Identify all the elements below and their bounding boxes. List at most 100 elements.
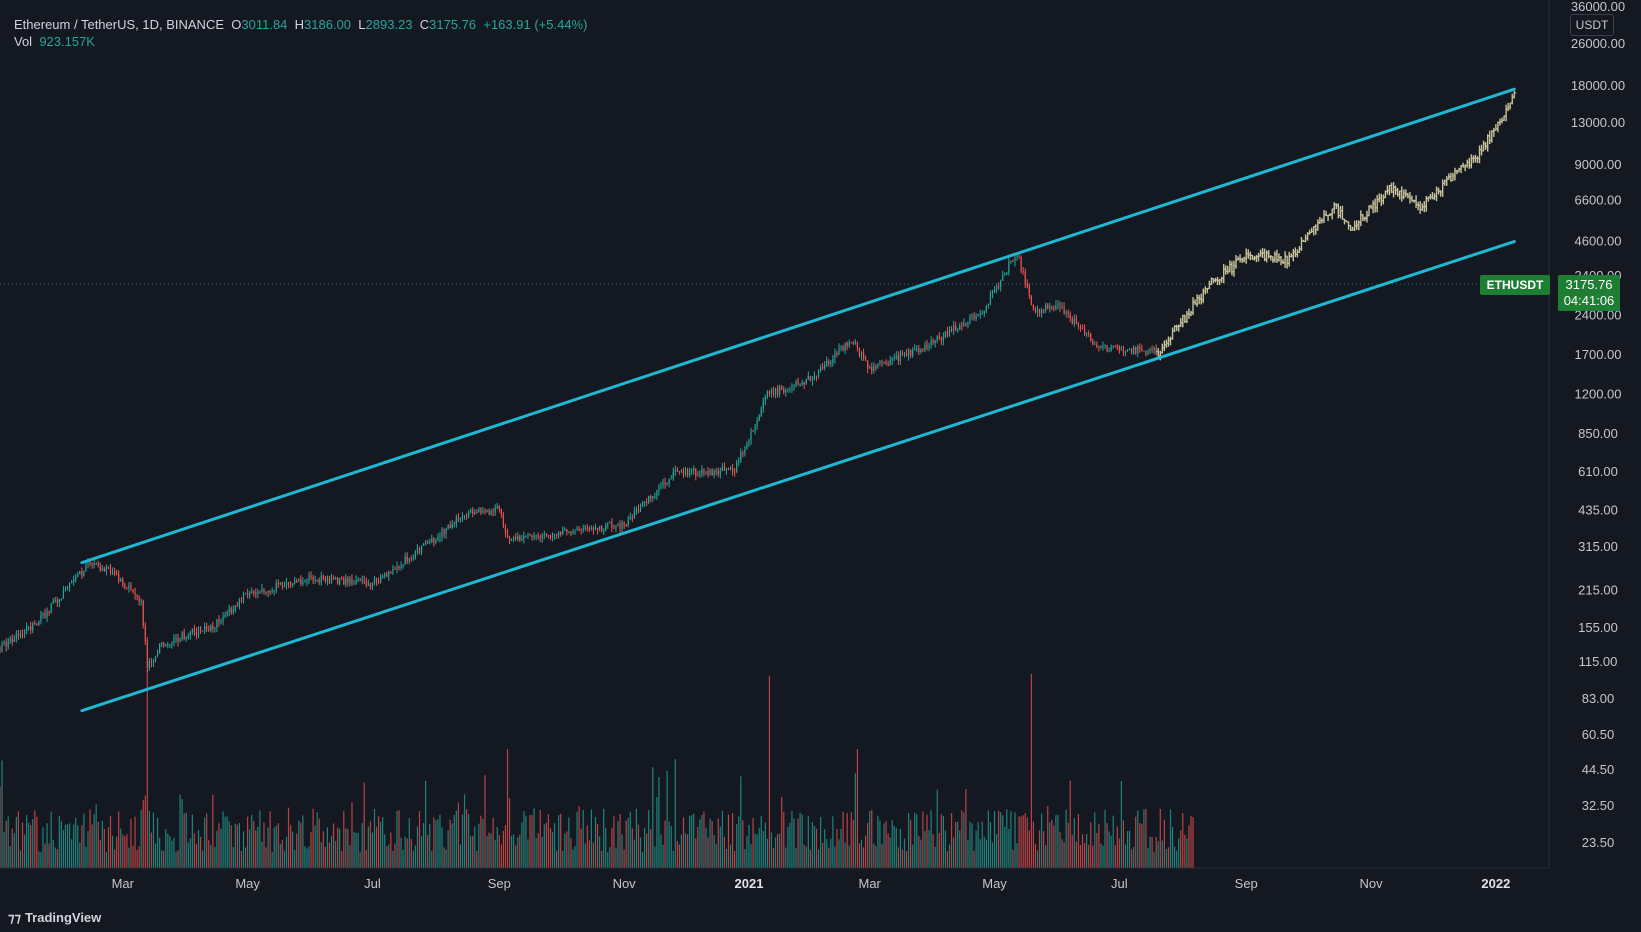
candle-body <box>1094 344 1096 346</box>
candle-body <box>463 515 466 517</box>
symbol-price-tag: ETHUSDT <box>1480 275 1550 295</box>
candle-body <box>592 527 595 530</box>
bar-countdown: 04:41:06 <box>1563 293 1615 308</box>
volume-bar <box>159 837 161 868</box>
volume-bar <box>646 833 648 868</box>
price-scale-label: 315.00 <box>1578 539 1618 554</box>
candle-body <box>171 642 173 645</box>
volume-bar <box>756 834 758 868</box>
tradingview-brand[interactable]: ⁊⁊ TradingView <box>8 910 101 926</box>
candle-body <box>1055 304 1057 310</box>
volume-bar <box>429 823 431 868</box>
candle-body <box>965 322 967 326</box>
candle-body <box>570 531 572 534</box>
volume-bar <box>953 837 955 868</box>
volume-bar <box>744 849 746 868</box>
candle-body <box>447 524 449 529</box>
candle-body <box>748 440 750 444</box>
candle-body <box>977 314 979 317</box>
volume-bar <box>388 844 390 868</box>
candle-body <box>332 578 335 580</box>
volume-bar <box>584 843 586 868</box>
volume-bar <box>897 847 899 868</box>
candle-body <box>684 469 687 475</box>
volume-bar <box>396 811 398 868</box>
volume-bar <box>815 828 818 868</box>
candle-body <box>924 344 926 351</box>
candle-body <box>349 577 351 583</box>
volume-bar <box>101 820 103 868</box>
volume-bar <box>556 850 558 868</box>
candle-body <box>433 538 435 543</box>
volume-bar <box>901 849 904 868</box>
candle-body <box>470 510 472 513</box>
candle-body <box>494 507 496 512</box>
volume-bar <box>926 814 928 868</box>
candle-body <box>844 342 846 351</box>
volume-bar <box>9 846 11 868</box>
candle-body <box>558 531 560 536</box>
volume-bar <box>1176 850 1178 868</box>
candle-body <box>247 593 249 596</box>
candle-body <box>613 527 615 529</box>
volume-bar <box>425 780 427 868</box>
price-scale-label: 26000.00 <box>1571 36 1625 51</box>
volume-bar <box>955 821 957 868</box>
candle-body <box>895 355 897 358</box>
candle-body <box>711 469 713 475</box>
candle-body <box>666 483 668 485</box>
candle-body <box>267 591 269 593</box>
candle-body <box>598 525 601 531</box>
candle-body <box>762 400 764 409</box>
candle-body <box>695 468 697 476</box>
volume-bar <box>515 845 517 868</box>
low-label: L <box>358 17 366 32</box>
volume-bar <box>175 851 177 868</box>
candle-body <box>953 325 955 332</box>
volume-bar <box>813 825 816 868</box>
volume-bar <box>1186 838 1188 868</box>
volume-bar <box>709 818 711 868</box>
candle-body <box>496 506 498 508</box>
candle-body <box>815 375 818 377</box>
candle-body <box>1032 304 1035 310</box>
volume-bar <box>163 850 165 868</box>
candle-body <box>1133 347 1135 354</box>
candle-body <box>754 426 756 432</box>
volume-bar <box>725 848 728 868</box>
candle-body <box>382 575 384 577</box>
price-scale[interactable]: 36000.00 26000.00 18000.00 13000.00 9000.00 6… <box>1571 0 1625 850</box>
time-scale-label: May <box>235 876 260 891</box>
candle-body <box>787 389 789 391</box>
time-scale[interactable]: Mar May Jul Sep Nov 2021 Mar May Jul Sep Nov 2022 <box>112 876 1511 891</box>
volume-bar <box>345 828 347 868</box>
volume-bar <box>1092 845 1094 868</box>
candle-body <box>58 599 60 603</box>
volume-bar <box>277 823 279 868</box>
candle-body <box>678 470 680 472</box>
volume-bar <box>1131 849 1133 868</box>
price-scale-label: 155.00 <box>1578 620 1618 635</box>
volume-bar <box>400 837 402 868</box>
volume-bar <box>470 836 472 868</box>
candle-body <box>877 363 879 368</box>
candle-body <box>834 353 836 359</box>
candle-body <box>566 529 568 533</box>
volume-bar <box>513 834 515 868</box>
volume-bar <box>650 829 652 868</box>
candle-body <box>314 579 316 581</box>
volume-bar <box>66 824 69 868</box>
tradingview-logo-icon: ⁊⁊ <box>8 910 21 925</box>
volume-bar <box>294 850 296 868</box>
volume-bar <box>723 836 726 868</box>
volume-bar <box>721 810 723 868</box>
currency-unit-button[interactable]: USDT <box>1570 14 1614 36</box>
candle-body <box>807 375 809 380</box>
channel-lines[interactable] <box>80 87 1516 713</box>
volume-bar <box>711 821 713 868</box>
volume-bar <box>1026 817 1028 868</box>
volume-bar <box>386 846 388 868</box>
volume-bar <box>34 810 36 868</box>
candle-body <box>1069 314 1071 319</box>
